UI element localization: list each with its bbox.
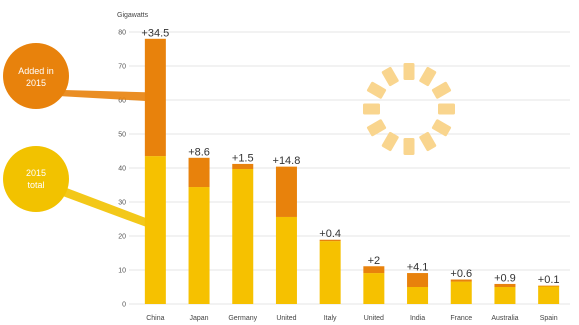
y-tick-label: 0: [122, 302, 126, 309]
data-label: +2: [368, 255, 381, 267]
sun-ray: [419, 131, 437, 152]
data-label: +0.9: [494, 272, 516, 284]
bar-2015-total: [494, 287, 516, 304]
data-label: +14.8: [273, 155, 301, 167]
y-tick-label: 60: [118, 98, 126, 105]
sun-ray: [403, 63, 415, 80]
sun-ray: [438, 103, 455, 115]
sun-ray: [431, 119, 452, 137]
y-axis-ticks: 0 10 20 30 40 50 60 70 80: [118, 30, 126, 309]
callout-leaders: [58, 90, 146, 227]
y-tick-label: 40: [118, 166, 126, 173]
callout-total-line1: 2015: [26, 168, 46, 178]
callout-total: 2015 total: [3, 146, 69, 212]
bar-added-2015: [275, 166, 297, 217]
category-labels: China Japan Germany United Italy United India F…: [146, 315, 558, 322]
bar-added-2015: [450, 279, 472, 282]
bar-2015-total: [188, 187, 210, 304]
callout-added-circle: [3, 43, 69, 109]
bar-2015-total: [450, 281, 472, 304]
sun-ray: [381, 66, 399, 87]
bar-2015-total: [363, 273, 385, 304]
category-label: United: [364, 315, 384, 322]
y-axis-unit: Gigawatts: [117, 12, 149, 19]
bar-added-2015: [407, 273, 429, 287]
data-label: +8.6: [188, 146, 210, 158]
bar-added-2015: [188, 157, 210, 188]
data-label: +1.5: [232, 152, 254, 164]
callout-added-line2: 2015: [26, 78, 46, 88]
leader-added: [58, 90, 146, 101]
sun-ray: [366, 81, 387, 99]
sun-ray: [419, 66, 437, 87]
data-label: +4.1: [407, 262, 429, 274]
sun-ray: [403, 138, 415, 155]
bar-2015-total: [538, 285, 560, 304]
y-tick-label: 10: [118, 268, 126, 275]
bar-2015-total: [144, 156, 166, 304]
y-tick-label: 50: [118, 132, 126, 139]
sun-ray: [366, 119, 387, 137]
category-label: Australia: [491, 315, 518, 322]
bar-2015-total: [275, 216, 297, 304]
y-tick-label: 80: [118, 30, 126, 37]
y-tick-label: 30: [118, 200, 126, 207]
sun-ray: [363, 103, 380, 115]
category-label: Japan: [190, 315, 209, 322]
category-label: Germany: [228, 315, 257, 322]
callout-total-line2: total: [27, 180, 44, 190]
sun-ray: [431, 81, 452, 99]
callout-added-line1: Added in: [18, 66, 54, 76]
bar-added-2015: [538, 285, 560, 287]
sun-ray: [381, 131, 399, 152]
bar-added-2015: [232, 163, 254, 170]
y-tick-label: 20: [118, 234, 126, 241]
category-label: France: [450, 315, 472, 322]
bar-added-2015: [363, 266, 385, 274]
data-labels: +34.5 +8.6 +1.5 +14.8 +0.4 +2 +4.1 +0.6 +0.9 +0.1: [141, 27, 559, 286]
category-label: India: [410, 315, 425, 322]
category-label: Spain: [540, 315, 558, 322]
bar-2015-total: [319, 241, 341, 304]
callout-added: Added in 2015: [3, 43, 69, 109]
sun-icon: [363, 63, 455, 155]
callout-total-circle: [3, 146, 69, 212]
bars: [144, 38, 560, 304]
bar-2015-total: [232, 169, 254, 304]
data-label: +0.4: [319, 228, 341, 240]
data-label: +0.1: [538, 274, 560, 286]
category-label: United: [276, 315, 296, 322]
data-label: +34.5: [141, 27, 169, 39]
y-tick-label: 70: [118, 64, 126, 71]
data-label: +0.6: [450, 268, 472, 280]
leader-total: [60, 187, 146, 227]
category-label: Italy: [324, 315, 337, 322]
bar-added-2015: [319, 239, 341, 242]
bar-added-2015: [144, 38, 166, 157]
bar-2015-total: [407, 287, 429, 304]
bar-added-2015: [494, 283, 516, 287]
category-label: China: [146, 315, 164, 322]
